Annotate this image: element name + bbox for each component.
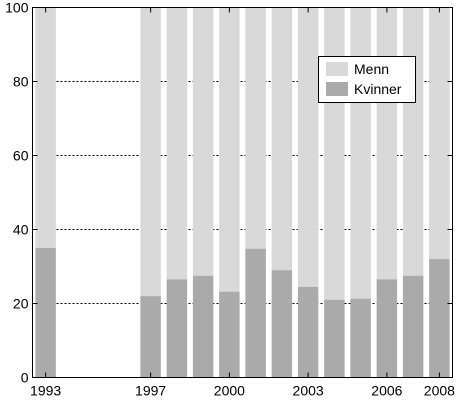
bar-kvinner-1998 [166,279,188,378]
bar-kvinner-1999 [192,275,214,378]
y-tick-label: 20 [13,296,29,312]
x-tick-label: 2003 [293,383,324,399]
bar-kvinner-2000 [219,291,240,378]
legend-swatch-kvinner [326,82,348,96]
x-tick-label: 2008 [424,383,455,399]
bar-kvinner-2004 [324,299,345,378]
bar-menn-2007 [402,7,424,276]
bar-kvinner-2002 [271,270,293,378]
bar-kvinner-2006 [376,279,398,378]
y-tick-label: 40 [13,222,29,238]
bar-menn-2004 [324,7,345,300]
bar-menn-1999 [192,7,214,276]
x-tick-label: 1993 [30,383,61,399]
bar-kvinner-2003 [297,286,319,378]
y-axis: 0 20 40 60 80 100 [5,0,453,386]
bar-menn-2008 [429,7,450,260]
legend-label-kvinner: Kvinner [354,81,402,97]
y-tick-label: 0 [21,370,29,386]
x-tick-label: 1997 [135,383,166,399]
legend-label-menn: Menn [354,61,389,77]
plot-frame [32,7,453,378]
bar-menn-2006 [376,7,398,280]
bar-menn-2002 [271,7,293,271]
bar-menn-2000 [219,7,240,292]
bar-menn-1998 [166,7,188,280]
bar-menn-2001 [245,7,266,249]
bar-kvinner-2005 [350,298,371,378]
bar-kvinner-1997 [140,296,161,378]
legend-swatch-menn [326,62,348,76]
bar-menn-1997 [140,7,161,297]
y-tick-label: 100 [5,0,29,16]
bar-kvinner-1993 [35,248,56,378]
y-tick-label: 60 [13,148,29,164]
bar-menn-2005 [350,7,371,299]
bar-kvinner-2001 [245,248,266,378]
bar-menn-1993 [35,7,56,248]
bar-kvinner-2008 [429,259,450,378]
bar-menn-2003 [297,7,319,287]
legend: Menn Kvinner [318,56,416,103]
x-axis: 1993 1997 2000 2003 2006 2008 [30,7,455,399]
x-tick-label: 2006 [371,383,402,399]
y-tick-label: 80 [13,74,29,90]
x-tick-label: 2000 [214,383,245,399]
bar-kvinner-2007 [402,275,424,378]
